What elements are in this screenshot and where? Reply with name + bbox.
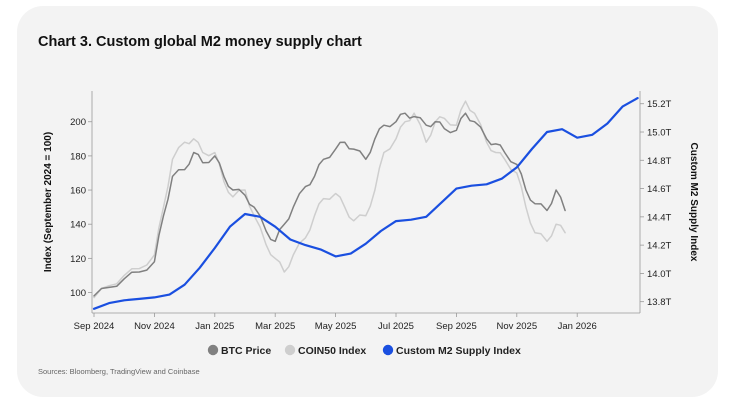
y-tick-label: 140 bbox=[70, 220, 86, 231]
x-tick-label: Jan 2026 bbox=[558, 321, 597, 332]
x-tick-label: Nov 2024 bbox=[134, 321, 175, 332]
source-note: Sources: Bloomberg, TradingView and Coin… bbox=[38, 367, 200, 376]
y2-tick-label: 13.8T bbox=[647, 297, 671, 308]
y-tick-label: 100 bbox=[70, 288, 86, 299]
series-line-custom-m2-supply-index bbox=[92, 97, 639, 310]
legend-swatch-custom-m2-supply-index bbox=[382, 344, 394, 356]
x-tick-label: Sep 2025 bbox=[436, 321, 477, 332]
y2-tick-label: 14.2T bbox=[647, 241, 671, 252]
x-tick-label: Nov 2025 bbox=[496, 321, 537, 332]
x-tick-label: Jan 2025 bbox=[195, 321, 234, 332]
chart-title: Chart 3. Custom global M2 money supply c… bbox=[38, 34, 362, 50]
y2-tick-label: 15.0T bbox=[647, 128, 671, 139]
y-axis-label: Index (September 2024 = 100) bbox=[43, 132, 54, 272]
y2-axis-label: Custom M2 Supply Index bbox=[688, 143, 699, 262]
y-tick-label: 160 bbox=[70, 186, 86, 197]
y2-tick-label: 14.6T bbox=[647, 184, 671, 195]
y2-tick-label: 14.8T bbox=[647, 156, 671, 167]
legend-label-coin50-index: COIN50 Index bbox=[298, 345, 366, 357]
series-line-coin50-index bbox=[93, 100, 566, 299]
x-tick-label: Sep 2024 bbox=[74, 321, 115, 332]
chart-legend: BTC Price COIN50 Index Custom M2 Supply In… bbox=[207, 344, 521, 357]
legend-swatch-coin50-index bbox=[284, 344, 296, 356]
x-tick-label: Mar 2025 bbox=[255, 321, 295, 332]
series-line-btc-price bbox=[93, 112, 566, 297]
x-tick-label: Jul 2025 bbox=[378, 321, 414, 332]
legend-swatch-btc-price bbox=[207, 344, 219, 356]
y-tick-label: 120 bbox=[70, 254, 86, 265]
chart-card: Chart 3. Custom global M2 money supply c… bbox=[17, 6, 718, 397]
x-tick-label: May 2025 bbox=[315, 321, 357, 332]
y2-tick-label: 14.0T bbox=[647, 269, 671, 280]
legend-label-btc-price: BTC Price bbox=[221, 345, 271, 357]
y-tick-label: 200 bbox=[70, 117, 86, 128]
y-tick-label: 180 bbox=[70, 151, 86, 162]
y2-tick-label: 14.4T bbox=[647, 212, 671, 223]
legend-label-custom-m2-supply-index: Custom M2 Supply Index bbox=[396, 345, 521, 357]
y2-tick-label: 15.2T bbox=[647, 99, 671, 110]
